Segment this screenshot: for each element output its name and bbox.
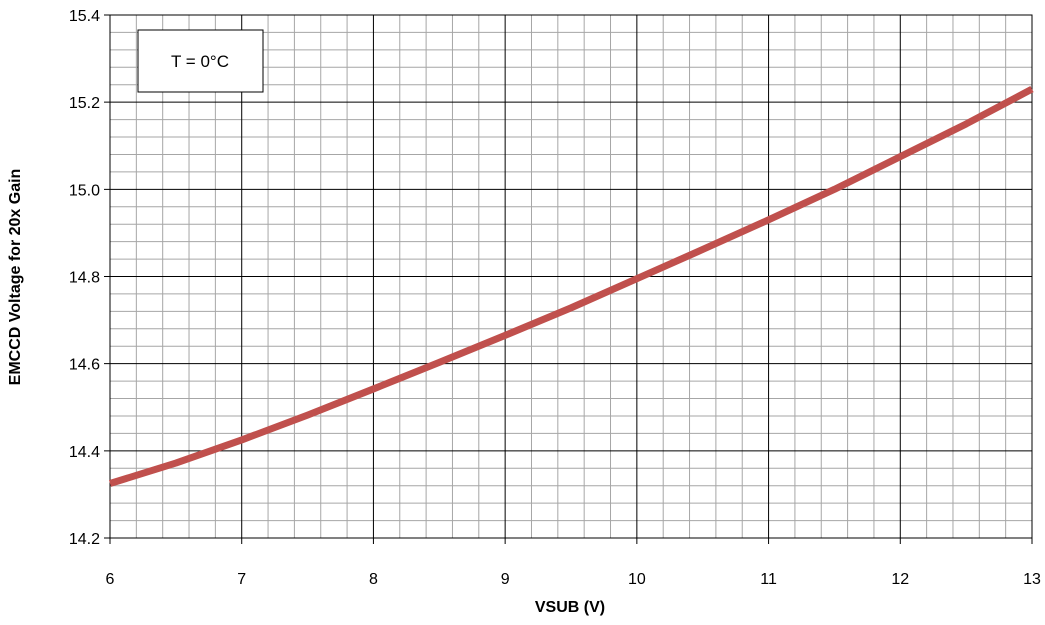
x-tick-label: 8 [369, 571, 378, 588]
annotation-text: T = 0°C [171, 52, 229, 71]
x-axis-title: VSUB (V) [535, 599, 605, 616]
y-tick-label: 15.2 [69, 95, 100, 112]
y-tick-label: 15.4 [69, 8, 100, 25]
y-tick-label: 14.6 [69, 357, 100, 374]
y-tick-label: 14.8 [69, 270, 100, 287]
series-layer [108, 85, 1034, 487]
x-tick-label: 11 [760, 571, 777, 588]
y-tick-labels: 14.2 14.4 14.6 14.8 15.0 15.2 15.4 [69, 8, 100, 548]
x-tick-label: 9 [501, 571, 510, 588]
x-tick-label: 13 [1023, 571, 1041, 588]
y-axis-title: EMCCD Voltage for 20x Gain [7, 169, 24, 386]
x-tick-label: 6 [106, 571, 115, 588]
x-tick-label: 7 [237, 571, 246, 588]
y-tick-label: 14.2 [69, 531, 100, 548]
series-line [108, 85, 1034, 487]
y-tick-label: 14.4 [69, 444, 100, 461]
x-tick-label: 12 [891, 571, 909, 588]
x-tick-label: 10 [628, 571, 646, 588]
x-tick-labels: 6 7 8 9 10 11 12 13 [106, 571, 1041, 588]
y-tick-label: 15.0 [69, 182, 100, 199]
major-grid [104, 14, 1033, 544]
annotation-box [137, 29, 264, 93]
plot-frame [109, 14, 1033, 539]
